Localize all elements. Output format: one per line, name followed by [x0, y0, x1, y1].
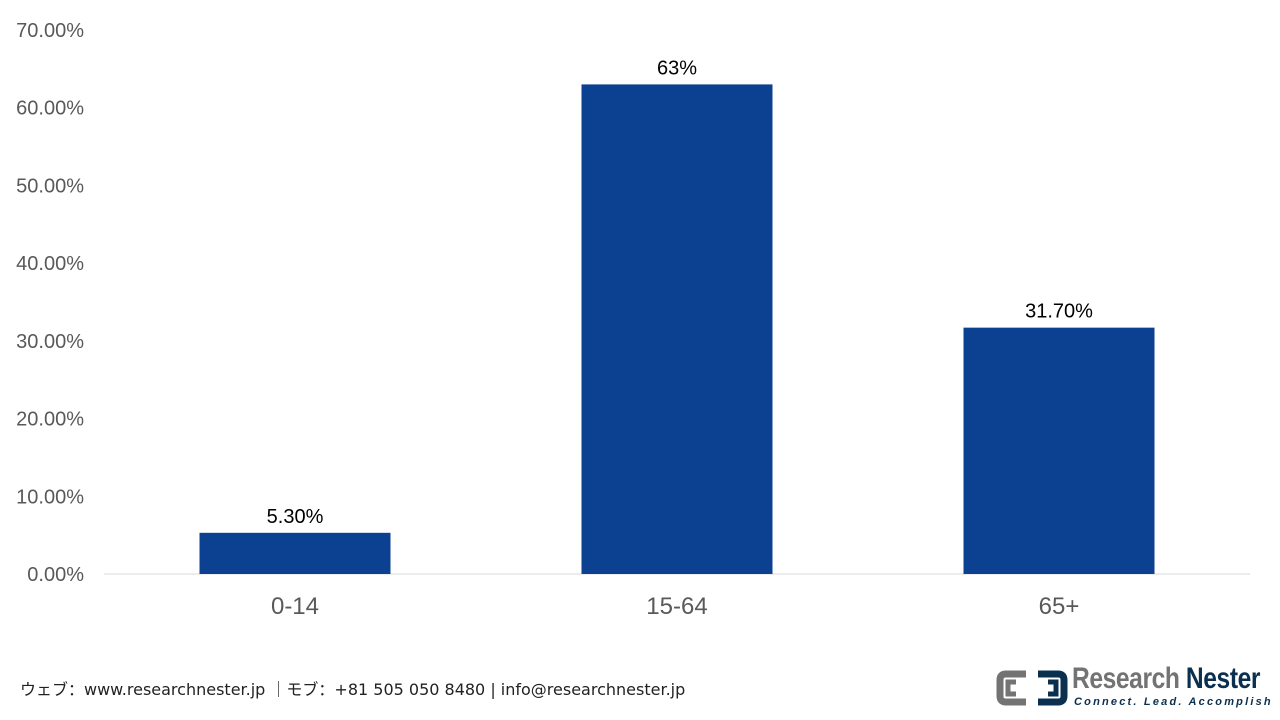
bar: [581, 84, 773, 575]
y-tick-label: 50.00%: [16, 175, 84, 197]
y-tick-label: 30.00%: [16, 331, 84, 353]
bars: [199, 84, 1155, 575]
y-tick-label: 0.00%: [27, 564, 84, 586]
logo-name-part2: Nester: [1185, 662, 1261, 695]
research-nester-logo-icon: [996, 670, 1068, 706]
bar: [199, 532, 391, 574]
x-tick-label: 15-64: [646, 593, 707, 620]
y-tick-label: 60.00%: [16, 98, 84, 120]
y-axis: 0.00% 10.00% 20.00% 30.00% 40.00% 50.00% 60.00…: [16, 20, 84, 586]
logo-name: Research Nester: [1072, 662, 1260, 696]
footer-contact-text: ウェブ：www.researchnester.jp ｜モブ：+81 505 05…: [20, 680, 686, 699]
x-axis: 0-14 15-64 65+: [271, 593, 1079, 620]
data-label: 63%: [657, 57, 697, 79]
logo-tagline: Connect. Lead. Accomplish: [1074, 696, 1273, 708]
y-tick-label: 40.00%: [16, 253, 84, 275]
y-tick-label: 20.00%: [16, 409, 84, 431]
data-labels: 5.30% 63% 31.70%: [267, 57, 1093, 527]
data-label: 5.30%: [267, 506, 324, 528]
data-label: 31.70%: [1025, 301, 1093, 323]
x-tick-label: 65+: [1039, 593, 1080, 620]
x-tick-label: 0-14: [271, 593, 319, 620]
research-nester-logo: Research Nester Connect. Lead. Accomplis…: [996, 662, 1273, 712]
bar: [963, 327, 1155, 574]
logo-name-part1: Research: [1072, 662, 1186, 695]
y-tick-label: 70.00%: [16, 20, 84, 42]
y-tick-label: 10.00%: [16, 486, 84, 508]
